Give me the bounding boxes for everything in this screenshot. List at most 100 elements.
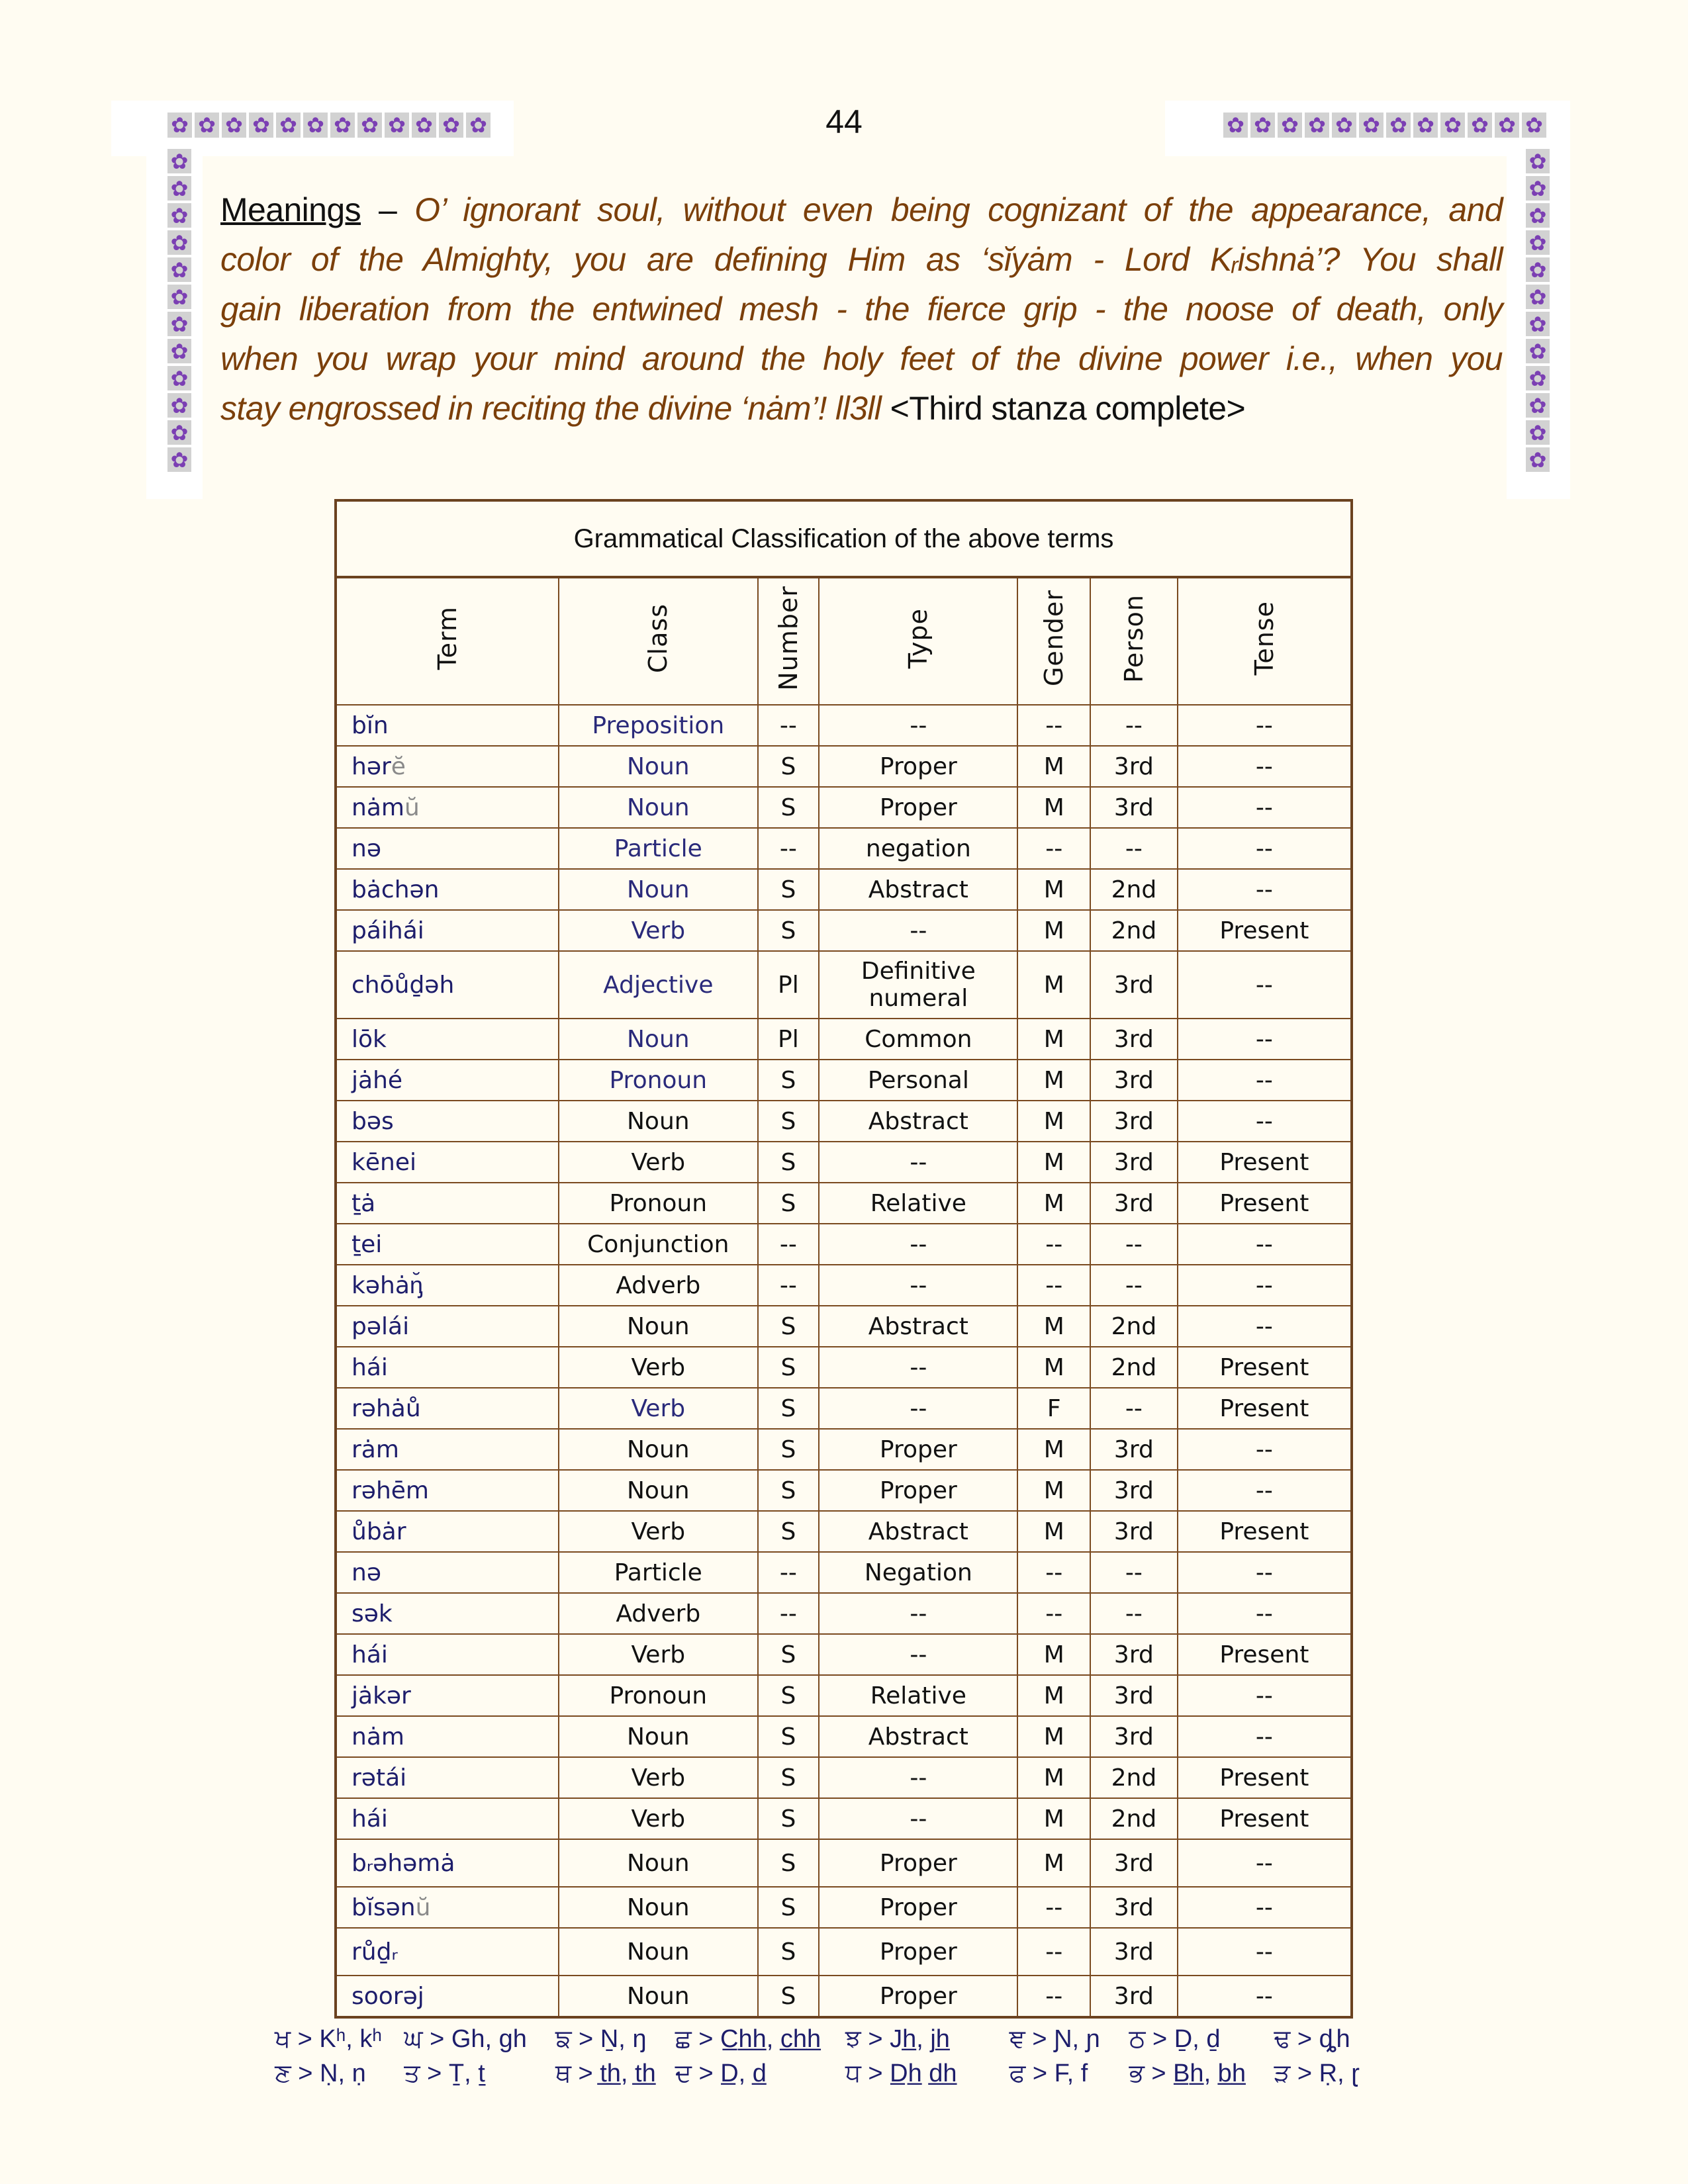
cell-term: hái [334, 1633, 560, 1676]
term-text: hər [352, 752, 391, 780]
flower-ornament-icon: ✿ [167, 257, 191, 283]
flower-ornament-icon: ✿ [1386, 113, 1411, 138]
cell-tense: -- [1176, 1264, 1353, 1306]
transliteration-entry: ਘ > Gh, gh [404, 2025, 527, 2053]
cell-class: Noun [558, 1975, 759, 2018]
cell-person: -- [1090, 1387, 1178, 1430]
flower-ornament-icon: ✿ [1526, 176, 1550, 201]
table-row: hái Verb S -- M 3rd Present [334, 1633, 1353, 1676]
cell-number: -- [757, 704, 820, 747]
cell-person: 2nd [1090, 868, 1178, 911]
cell-class: Verb [558, 909, 759, 952]
flower-ornament-icon: ✿ [1526, 393, 1550, 418]
meanings-line: color of the Almighty, you are defining … [220, 241, 1503, 278]
cell-class: Noun [558, 1428, 759, 1471]
cell-person: 3rd [1090, 786, 1178, 829]
flower-ornament-icon: ✿ [303, 113, 328, 138]
cell-tense: -- [1176, 1886, 1353, 1929]
cell-type: -- [818, 909, 1019, 952]
flower-ornament-icon: ✿ [167, 113, 192, 138]
term-text: bᵣəhəmȧ [352, 1849, 455, 1877]
cell-person: 3rd [1090, 1839, 1178, 1888]
table-row: nə Particle -- negation -- -- -- [334, 827, 1353, 870]
flower-ornament-icon: ✿ [222, 113, 246, 138]
cell-term: soorəj [334, 1975, 560, 2018]
flower-ornament-icon: ✿ [1495, 113, 1519, 138]
cell-number: S [757, 1756, 820, 1799]
transliteration-entry: ਤ > Ṯ, ṯ [404, 2060, 485, 2087]
cell-term: hərĕ [334, 745, 560, 788]
cell-person: -- [1090, 1223, 1178, 1265]
column-header-term: Term [334, 576, 560, 705]
table-row: ṯei Conjunction -- -- -- -- -- [334, 1223, 1353, 1265]
cell-class: Noun [558, 868, 759, 911]
cell-term: jȧkər [334, 1674, 560, 1717]
cell-class: Pronoun [558, 1674, 759, 1717]
cell-tense: -- [1176, 1223, 1353, 1265]
flower-ornament-icon: ✿ [357, 113, 382, 138]
cell-type: Common [818, 1018, 1019, 1060]
flower-ornament-icon: ✿ [1305, 113, 1329, 138]
cell-term: rəhȧů [334, 1387, 560, 1430]
cell-tense: -- [1176, 1715, 1353, 1758]
cell-gender: M [1017, 1797, 1092, 1840]
cell-gender: -- [1017, 1223, 1092, 1265]
cell-gender: M [1017, 1141, 1092, 1183]
term-text: nȧm [352, 1723, 404, 1751]
cell-term: nȧm [334, 1715, 560, 1758]
term-text: jȧkər [352, 1682, 411, 1709]
cell-number: Pl [757, 950, 820, 1019]
table-row: rətái Verb S -- M 2nd Present [334, 1756, 1353, 1799]
term-text: ṯei [352, 1230, 383, 1258]
term-text: lōk [352, 1025, 387, 1053]
cell-person: 3rd [1090, 745, 1178, 788]
transliteration-entry: ਢ > ȡh [1274, 2025, 1350, 2053]
cell-person: 3rd [1090, 950, 1178, 1019]
cell-term: sək [334, 1592, 560, 1635]
cell-term: kēnei [334, 1141, 560, 1183]
cell-person: -- [1090, 704, 1178, 747]
cell-term: hái [334, 1797, 560, 1840]
cell-tense: -- [1176, 1428, 1353, 1471]
flower-ornament-icon: ✿ [466, 113, 491, 138]
cell-gender: -- [1017, 1264, 1092, 1306]
cell-gender: M [1017, 1182, 1092, 1224]
cell-class: Adverb [558, 1592, 759, 1635]
flower-ornament-icon: ✿ [1522, 113, 1546, 138]
cell-class: Preposition [558, 704, 759, 747]
cell-term: rəhēm [334, 1469, 560, 1512]
table-row: sək Adverb -- -- -- -- -- [334, 1592, 1353, 1635]
cell-tense: Present [1176, 1387, 1353, 1430]
cell-term: nȧmŭ [334, 786, 560, 829]
cell-class: Adjective [558, 950, 759, 1019]
cell-term: lōk [334, 1018, 560, 1060]
term-text: hái [352, 1805, 388, 1833]
transliteration-row: ਣ > Ṇ, ṇ ਤ > Ṯ, ṯ ਥ > t̲h̲, t̲h̲ ਦ > D̲, d̲… [275, 2060, 1400, 2094]
cell-term: bȧchən [334, 868, 560, 911]
table-row: rəhȧů Verb S -- F -- Present [334, 1387, 1353, 1430]
cell-type: negation [818, 827, 1019, 870]
cell-term: bᵣəhəmȧ [334, 1839, 560, 1888]
table-row: nə Particle -- Negation -- -- -- [334, 1551, 1353, 1594]
cell-tense: Present [1176, 1182, 1353, 1224]
cell-number: S [757, 909, 820, 952]
cell-tense: Present [1176, 1797, 1353, 1840]
cell-number: S [757, 1100, 820, 1142]
cell-term: nə [334, 1551, 560, 1594]
cell-gender: -- [1017, 827, 1092, 870]
term-suffix: ĕ [391, 752, 406, 780]
cell-tense: -- [1176, 1018, 1353, 1060]
column-header-class: Class [558, 576, 759, 705]
transliteration-entry: ਭ > B̲h̲, b̲h̲ [1129, 2060, 1246, 2087]
term-text: rətái [352, 1764, 407, 1792]
cell-term: nə [334, 827, 560, 870]
stanza-complete-note: <Third stanza complete> [881, 390, 1246, 427]
table-row: lōk Noun Pl Common M 3rd -- [334, 1018, 1353, 1060]
cell-class: Noun [558, 1839, 759, 1888]
table-row: rəhēm Noun S Proper M 3rd -- [334, 1469, 1353, 1512]
cell-class: Verb [558, 1797, 759, 1840]
term-text: bĭsən [352, 1893, 416, 1921]
transliteration-entry: ਛ > C̲h̲h̲, c̲h̲h̲ [675, 2025, 821, 2053]
cell-class: Noun [558, 1886, 759, 1929]
cell-class: Noun [558, 1715, 759, 1758]
